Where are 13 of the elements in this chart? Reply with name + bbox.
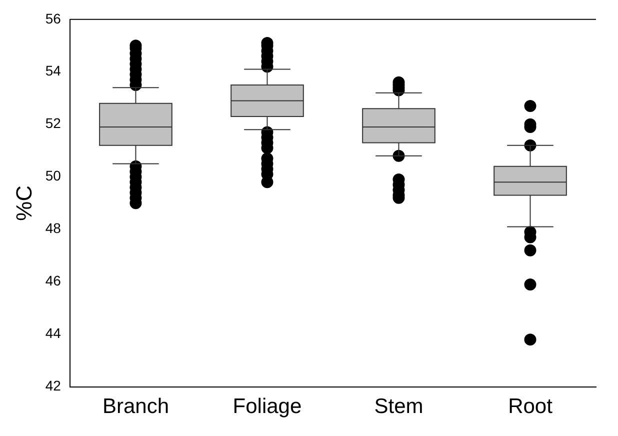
- x-tick-label: Foliage: [232, 395, 302, 418]
- y-tick-label: 44: [45, 325, 62, 342]
- y-tick-label: 48: [45, 220, 62, 236]
- y-tick-label: 42: [45, 378, 62, 394]
- x-tick-label: Stem: [374, 395, 424, 418]
- y-tick-label: 46: [45, 272, 62, 289]
- y-tick-label: 54: [45, 62, 62, 79]
- y-tick-label: 50: [45, 168, 62, 184]
- y-tick-label: 52: [45, 115, 62, 132]
- x-tick-label: Root: [508, 395, 553, 418]
- y-tick-label: 56: [45, 10, 62, 26]
- y-axis-title: %C: [11, 185, 36, 221]
- x-tick-label: Branch: [102, 395, 169, 418]
